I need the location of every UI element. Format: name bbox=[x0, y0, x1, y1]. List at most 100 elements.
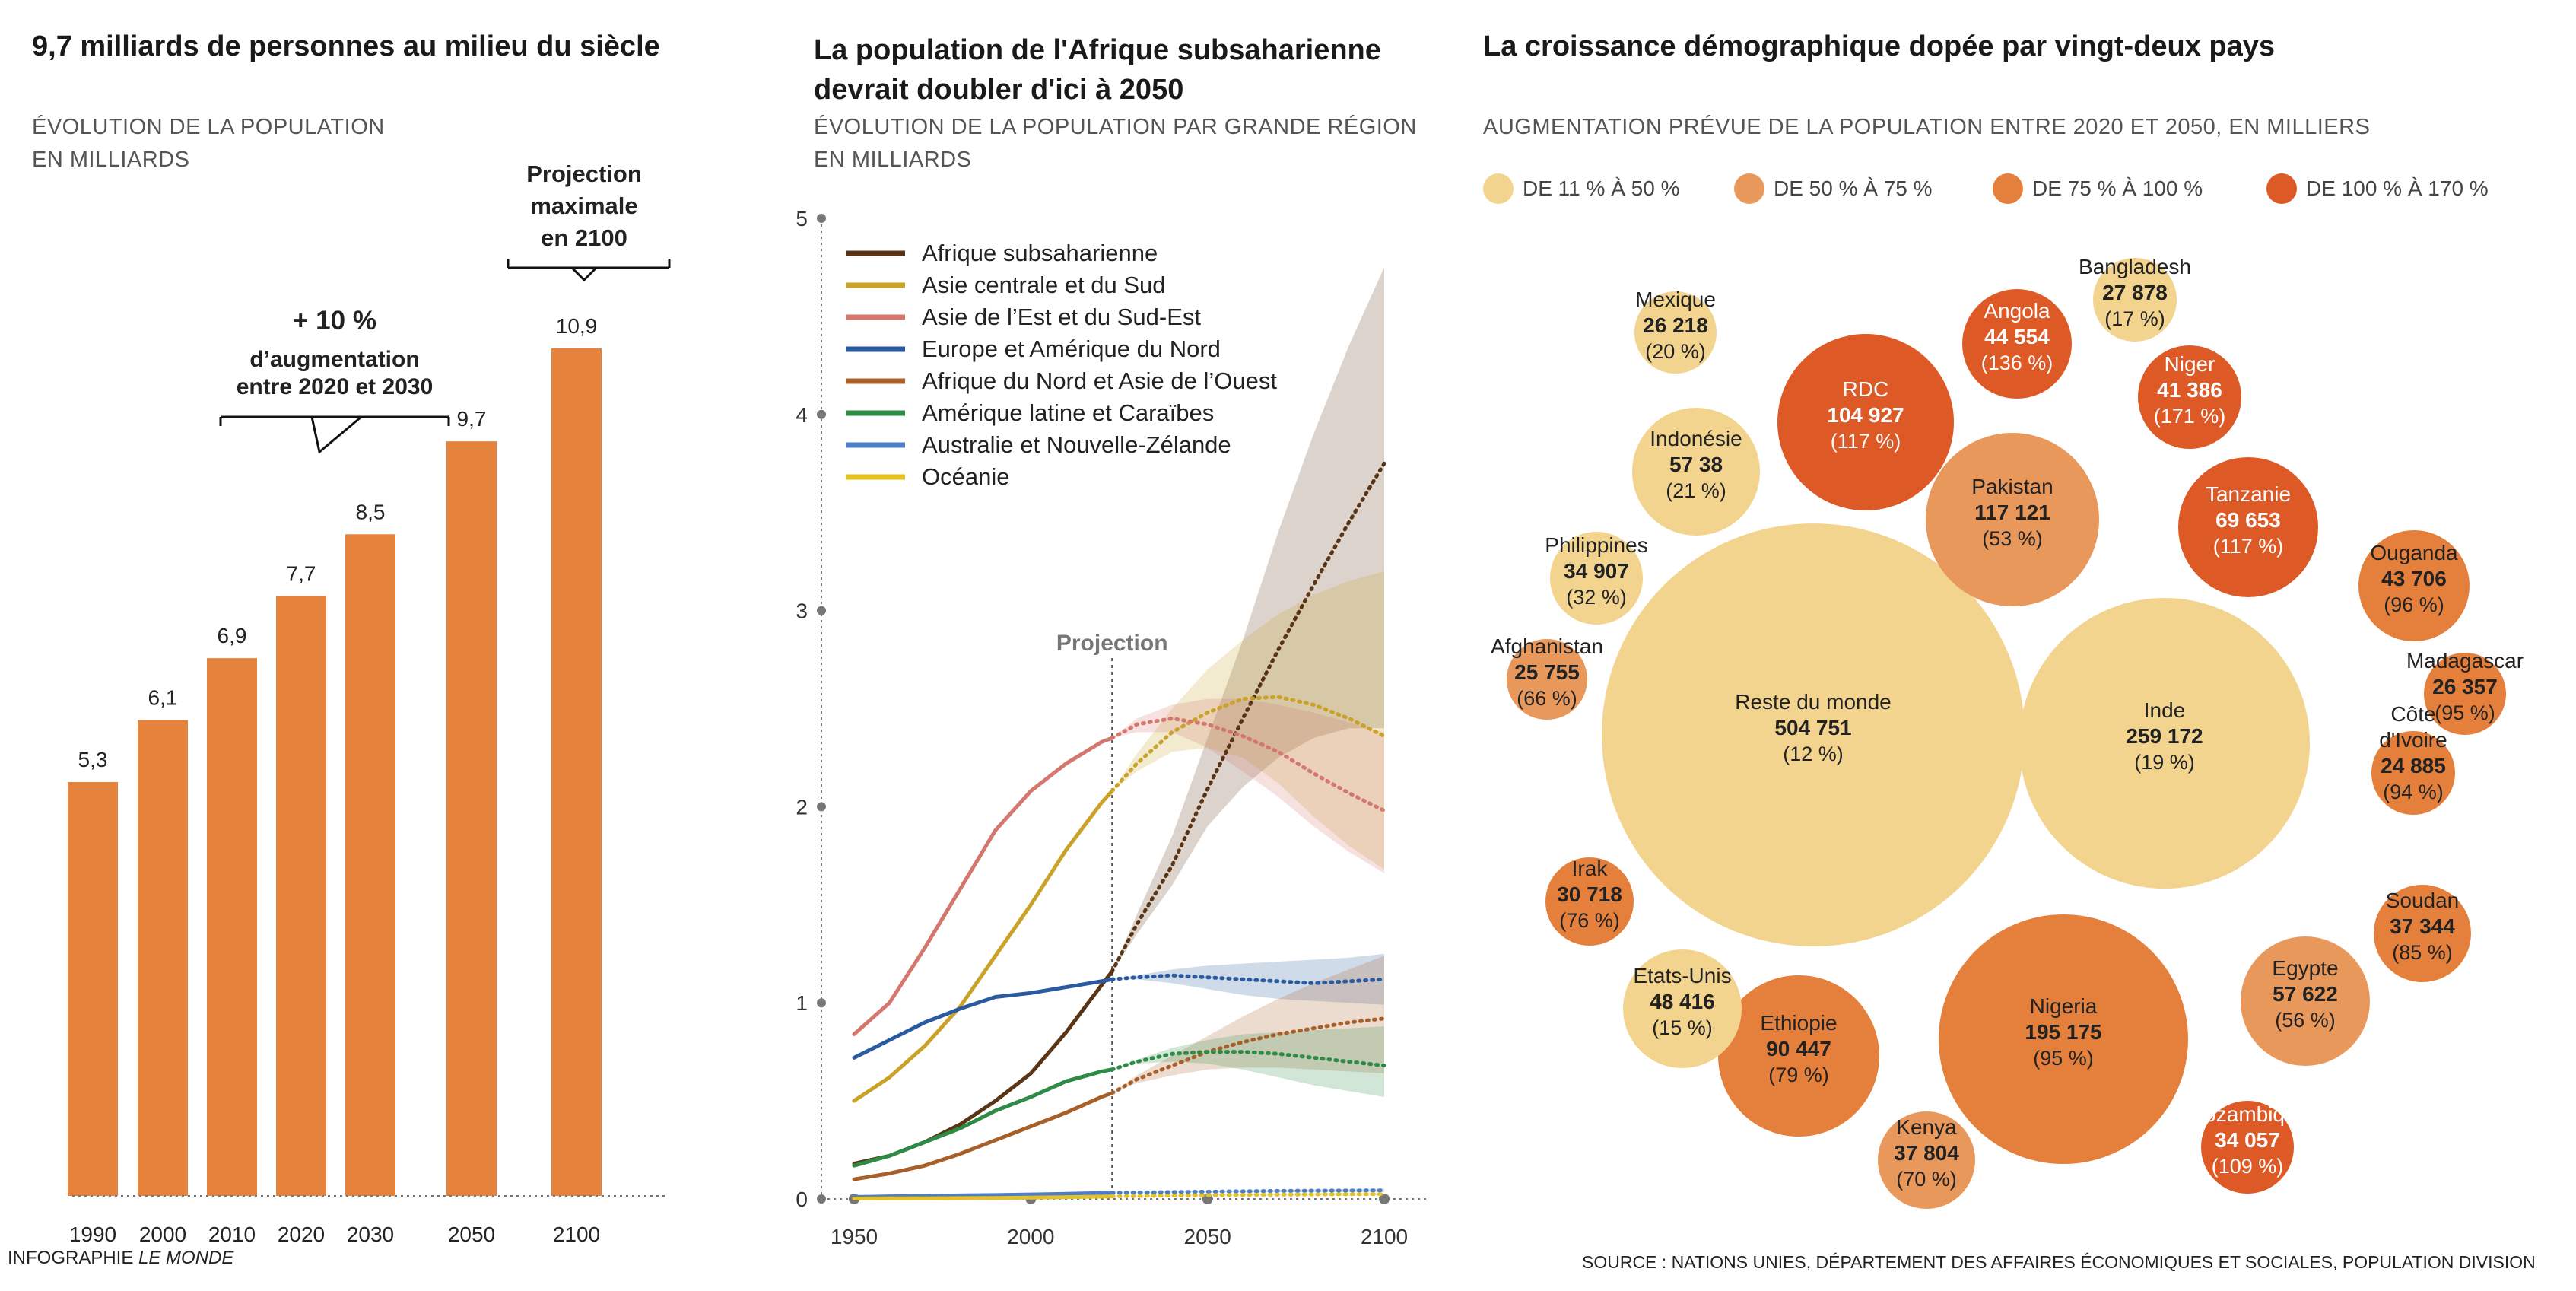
bubble-value-label: 25 755 bbox=[1514, 660, 1580, 684]
country-bubble bbox=[2201, 1101, 2294, 1194]
bubble-pct-label: (94 %) bbox=[2383, 781, 2444, 803]
bubble-country-label: Bangladesh bbox=[2079, 255, 2191, 278]
uncertainty-band bbox=[1112, 698, 1384, 874]
legend-swatch bbox=[1993, 173, 2023, 204]
bubble-pct-label: (95 %) bbox=[2033, 1047, 2094, 1070]
max-callout-line: maximale bbox=[530, 192, 638, 219]
bubble-country-label: Angola bbox=[1984, 299, 2050, 323]
country-bubble bbox=[2093, 258, 2177, 342]
source-note: SOURCE : NATIONS UNIES, DÉPARTEMENT DES … bbox=[1582, 1252, 2536, 1272]
bubble-pct-label: (85 %) bbox=[2392, 941, 2453, 964]
country-bubble bbox=[2371, 731, 2455, 815]
y-tick-label: 2 bbox=[796, 795, 808, 819]
max-callout-line: Projection bbox=[526, 161, 642, 187]
country-bubble bbox=[1507, 639, 1587, 720]
series-line bbox=[852, 1194, 1114, 1200]
panel2-subtitle: ÉVOLUTION DE LA POPULATION PAR GRANDE RÉ… bbox=[814, 111, 1417, 176]
bubble-pct-label: (117 %) bbox=[2213, 535, 2284, 558]
bubble-value-label: 504 751 bbox=[1774, 716, 1851, 739]
bubble-pct-label: (17 %) bbox=[2104, 307, 2165, 330]
country-bubble bbox=[1878, 1111, 1975, 1209]
bubble-value-label: 90 447 bbox=[1766, 1037, 1831, 1060]
bar bbox=[345, 534, 395, 1196]
panel2-title-line: devrait doubler d'ici à 2050 bbox=[814, 74, 1184, 106]
bar bbox=[138, 720, 188, 1196]
max-projection-callout: Projection maximale en 2100 bbox=[508, 158, 660, 254]
growth-callout-text: d’augmentation entre 2020 et 2030 bbox=[205, 346, 464, 401]
series-projection-line bbox=[1110, 973, 1386, 985]
bubble-country-label: Pakistan bbox=[1971, 475, 2053, 498]
panel3-title: La croissance démographique dopée par vi… bbox=[1483, 30, 2276, 62]
bubble-pct-label: (171 %) bbox=[2154, 405, 2226, 428]
y-tick-dot bbox=[817, 214, 826, 223]
series-line bbox=[852, 1091, 1114, 1181]
bubble-country-label: Soudan bbox=[2386, 889, 2460, 912]
y-tick-dot bbox=[817, 409, 826, 419]
bubble-pct-label: (117 %) bbox=[1831, 430, 1901, 453]
legend-label: Asie de l’Est et du Sud-Est bbox=[922, 304, 1201, 330]
country-bubble bbox=[1939, 914, 2188, 1164]
bubble-value-label: 117 121 bbox=[1974, 501, 2050, 524]
series-projection-line bbox=[1110, 716, 1386, 813]
series-line bbox=[852, 1191, 1114, 1199]
growth-callout-pointer bbox=[219, 415, 450, 454]
bubble-value-label: 69 653 bbox=[2215, 508, 2281, 532]
bar bbox=[276, 596, 326, 1196]
y-tick-dot bbox=[817, 606, 826, 615]
bubble-pct-label: (95 %) bbox=[2435, 701, 2495, 724]
panel3-subtitle: AUGMENTATION PRÉVUE DE LA POPULATION ENT… bbox=[1483, 115, 2371, 139]
bubble-country-label: Afghanistan bbox=[1491, 634, 1603, 658]
x-tick-label: 2010 bbox=[208, 1223, 256, 1246]
series-projection-line bbox=[1110, 1050, 1386, 1072]
series-projection-line bbox=[1110, 1192, 1386, 1199]
bar-value-label: 7,7 bbox=[287, 562, 316, 586]
panel1-subtitle-line: EN MILLIARDS bbox=[32, 148, 190, 172]
legend-swatch bbox=[1734, 173, 1764, 204]
bubble-value-label: 34 057 bbox=[2215, 1128, 2280, 1152]
growth-callout-line: entre 2020 et 2030 bbox=[236, 374, 434, 399]
legend-label: DE 75 % À 100 % bbox=[2032, 176, 2203, 200]
x-tick-label: 2100 bbox=[1361, 1225, 1408, 1248]
bubble-value-label: 104 927 bbox=[1827, 403, 1904, 427]
legend-label: Afrique du Nord et Asie de l’Ouest bbox=[922, 367, 1277, 394]
bubble-pct-label: (19 %) bbox=[2134, 751, 2195, 774]
legend-label: Australie et Nouvelle-Zélande bbox=[922, 431, 1231, 458]
bubble-pct-label: (12 %) bbox=[1783, 742, 1844, 765]
bar bbox=[207, 658, 257, 1196]
credit-name: LE MONDE bbox=[138, 1248, 234, 1268]
credit: INFOGRAPHIE LE MONDE bbox=[8, 1248, 233, 1269]
bubble-pct-label: (53 %) bbox=[1982, 527, 2043, 550]
bubble-value-label: 43 706 bbox=[2381, 567, 2447, 590]
country-bubble bbox=[2019, 598, 2310, 889]
bubble-country-label: Kenya bbox=[1896, 1115, 1957, 1139]
country-bubble bbox=[1962, 289, 2072, 399]
legend-label: DE 50 % À 75 % bbox=[1774, 176, 1933, 200]
bar-value-label: 6,1 bbox=[148, 686, 178, 710]
legend-item: DE 50 % À 75 % bbox=[1734, 173, 1993, 204]
bubble-pct-label: (109 %) bbox=[2212, 1155, 2284, 1178]
country-bubble bbox=[1623, 949, 1742, 1068]
bubble-country-label: d'Ivoire bbox=[2379, 728, 2447, 752]
bar-value-label: 5,3 bbox=[78, 748, 108, 771]
panel1-subtitle-line: ÉVOLUTION DE LA POPULATION bbox=[32, 115, 385, 139]
country-bubble bbox=[1926, 433, 2099, 606]
bar-value-label: 10,9 bbox=[556, 314, 598, 338]
bubble-value-label: 26 218 bbox=[1643, 313, 1708, 337]
bar bbox=[68, 782, 118, 1196]
series-projection-line bbox=[1110, 461, 1386, 974]
bubble-legend: DE 11 % À 50 % DE 50 % À 75 % DE 75 % À … bbox=[1483, 173, 2525, 204]
bubble-country-label: Madagascar bbox=[2406, 649, 2524, 673]
growth-callout-line: d’augmentation bbox=[249, 347, 420, 372]
bar bbox=[446, 441, 497, 1196]
country-bubble bbox=[1634, 291, 1717, 374]
panel2-subtitle-line: ÉVOLUTION DE LA POPULATION PAR GRANDE RÉ… bbox=[814, 115, 1417, 139]
series-projection-line bbox=[1110, 1016, 1386, 1095]
projection-label: Projection bbox=[1056, 631, 1168, 656]
x-tick-label: 2050 bbox=[1184, 1225, 1231, 1248]
series-projection-line bbox=[1110, 695, 1386, 793]
x-tick-label: 2020 bbox=[278, 1223, 325, 1246]
x-tick-label: 1990 bbox=[69, 1223, 116, 1246]
bubble-value-label: 27 878 bbox=[2102, 281, 2168, 304]
bubble-pct-label: (76 %) bbox=[1559, 909, 1620, 932]
